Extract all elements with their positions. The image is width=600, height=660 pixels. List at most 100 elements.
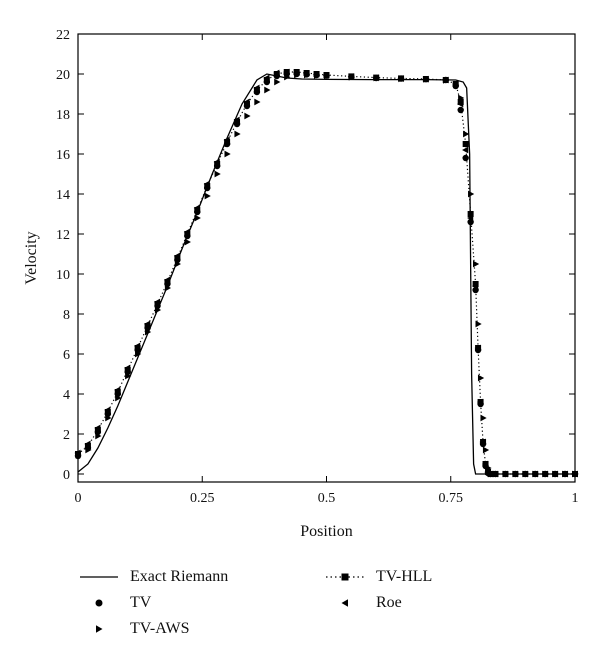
point-triangle-right <box>480 414 487 422</box>
point-triangle-left <box>422 75 429 83</box>
point-triangle-right <box>264 86 271 94</box>
point-triangle-left <box>551 470 558 478</box>
point-triangle-right <box>214 170 221 178</box>
point-triangle-right <box>135 350 142 358</box>
point-triangle-left <box>467 214 474 222</box>
legend-label-roe: Roe <box>376 594 402 611</box>
series-roe <box>74 68 578 478</box>
point-triangle-right <box>115 394 122 402</box>
point-triangle-left <box>511 470 518 478</box>
legend-label-exact-riemann: Exact Riemann <box>130 568 229 585</box>
point-triangle-left <box>501 470 509 478</box>
point-triangle-right <box>204 192 211 200</box>
legend-item-exact-riemann: Exact Riemann <box>78 564 228 590</box>
point-triangle-left <box>303 70 310 77</box>
point-triangle-left <box>312 71 320 78</box>
point-triangle-right <box>468 190 475 198</box>
series-exact-riemann <box>77 73 575 475</box>
point-square <box>467 211 474 217</box>
point-triangle-right <box>154 306 162 314</box>
point-triangle-left <box>163 276 171 284</box>
legend-item-tv: TV <box>78 590 151 616</box>
legend-swatch-triangle-right <box>96 625 103 633</box>
x-tick-label: 0 <box>75 491 82 506</box>
legend-item-tv-hll: TV-HLL <box>324 564 432 590</box>
series-tv-aws <box>75 71 579 478</box>
point-triangle-left <box>243 98 250 106</box>
y-tick-label: 18 <box>56 108 70 123</box>
y-tick-label: 8 <box>63 308 70 323</box>
series-tv <box>74 70 579 478</box>
point-square <box>462 141 469 147</box>
point-triangle-right <box>254 98 261 106</box>
point-triangle-left <box>531 470 538 478</box>
x-tick-label: 0.5 <box>318 491 336 506</box>
x-tick-label: 1 <box>572 491 579 506</box>
point-triangle-left <box>223 136 230 144</box>
y-tick-label: 10 <box>56 268 70 283</box>
point-triangle-left <box>486 470 494 478</box>
y-tick-label: 14 <box>56 188 70 203</box>
legend-swatch-solid-line <box>80 576 118 578</box>
point-triangle-right <box>125 372 132 380</box>
y-tick-label: 6 <box>63 348 70 363</box>
point-triangle-left <box>114 386 121 394</box>
point-triangle-right <box>482 446 490 454</box>
point-triangle-left <box>541 470 548 478</box>
point-triangle-left <box>193 204 200 212</box>
point-triangle-left <box>263 74 270 82</box>
point-triangle-left <box>397 75 404 82</box>
point-triangle-left <box>479 438 486 446</box>
point-triangle-right <box>164 284 172 292</box>
point-triangle-right <box>174 260 181 268</box>
series-line-exact-riemann <box>77 73 575 475</box>
legend-swatch-circle <box>95 599 103 607</box>
x-tick-label: 0.25 <box>190 491 215 506</box>
point-triangle-left <box>173 252 180 260</box>
point-triangle-left <box>474 344 481 352</box>
point-triangle-right <box>194 214 201 222</box>
point-triangle-left <box>233 116 240 124</box>
legend-label-tv: TV <box>130 594 152 611</box>
point-triangle-left <box>491 470 499 478</box>
point-triangle-left <box>213 158 220 166</box>
y-tick-label: 4 <box>63 388 70 403</box>
point-triangle-right <box>144 328 152 336</box>
point-triangle-left <box>124 364 131 372</box>
point-triangle-left <box>74 449 81 457</box>
point-triangle-left <box>253 84 260 92</box>
point-triangle-right <box>105 414 112 422</box>
point-triangle-right <box>477 374 485 382</box>
point-triangle-left <box>143 320 151 328</box>
point-triangle-left <box>472 282 479 290</box>
point-triangle-left <box>561 470 568 478</box>
point-triangle-right <box>184 238 191 246</box>
point-triangle-left <box>462 146 469 154</box>
legend-swatch-triangle-left <box>341 599 348 607</box>
y-tick-label: 0 <box>63 468 70 483</box>
series-layer <box>74 68 579 478</box>
y-tick-label: 22 <box>56 28 70 43</box>
legend-item-tv-aws: TV-AWS <box>78 616 189 642</box>
point-triangle-right <box>244 112 251 120</box>
point-triangle-left <box>347 73 354 80</box>
point-triangle-left <box>372 74 379 82</box>
point-triangle-left <box>203 180 210 188</box>
point-circle <box>462 154 469 162</box>
point-triangle-right <box>234 130 241 138</box>
point-triangle-left <box>293 69 300 76</box>
point-circle <box>457 106 464 114</box>
legend: Exact Riemann TV-HLL TV Roe TV-AWS <box>78 564 538 648</box>
point-triangle-right <box>284 73 291 81</box>
point-triangle-left <box>442 76 449 84</box>
legend-item-roe: Roe <box>324 590 402 616</box>
legend-label-tv-hll: TV-HLL <box>376 568 433 585</box>
point-triangle-left <box>476 398 484 406</box>
point-triangle-left <box>322 72 330 79</box>
point-triangle-left <box>521 470 528 478</box>
point-triangle-left <box>457 100 464 108</box>
point-triangle-left <box>273 69 280 77</box>
point-triangle-left <box>283 68 290 76</box>
